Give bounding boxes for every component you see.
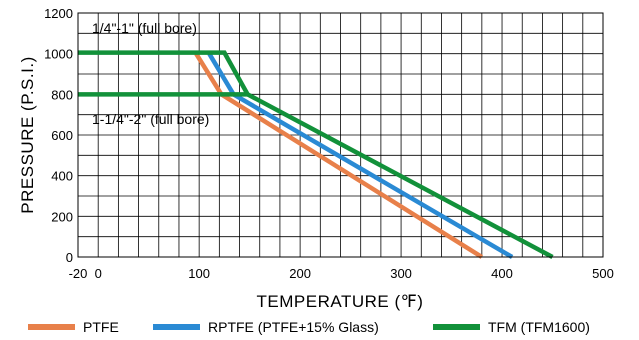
y-tick-label: 1200 xyxy=(44,6,73,21)
series-lines xyxy=(78,50,554,259)
legend-label-tfm: TFM (TFM1600) xyxy=(488,319,590,335)
legend-label-ptfe: PTFE xyxy=(83,319,119,335)
y-tick-label: 200 xyxy=(51,209,73,224)
x-tick-label: 200 xyxy=(289,266,311,281)
y-tick-label: 0 xyxy=(66,250,73,265)
legend-label-rptfe: RPTFE (PTFE+15% Glass) xyxy=(208,319,379,335)
series-line-tfm xyxy=(78,50,554,259)
x-axis-label: TEMPERATURE (℉) xyxy=(257,292,424,311)
x-tick-label: 400 xyxy=(491,266,513,281)
x-tick-label: 0 xyxy=(95,266,102,281)
annotation-large-bore: 1-1/4"-2" (full bore) xyxy=(92,111,209,127)
y-tick-label: 1000 xyxy=(44,47,73,62)
y-tick-label: 800 xyxy=(51,87,73,102)
annotation-small-bore: 1/4"-1" (full bore) xyxy=(92,20,197,36)
x-tick-label: 500 xyxy=(592,266,614,281)
plot-frame xyxy=(77,12,604,258)
y-axis-label: PRESSURE (P.S.I.) xyxy=(18,56,37,213)
x-tick-label: 100 xyxy=(188,266,210,281)
legend: PTFE RPTFE (PTFE+15% Glass) TFM (TFM1600… xyxy=(28,319,590,335)
x-tick-label: 300 xyxy=(390,266,412,281)
x-tick-label: -20 xyxy=(69,266,88,281)
y-tick-label: 400 xyxy=(51,169,73,184)
y-tick-label: 600 xyxy=(51,128,73,143)
grid xyxy=(77,12,604,258)
